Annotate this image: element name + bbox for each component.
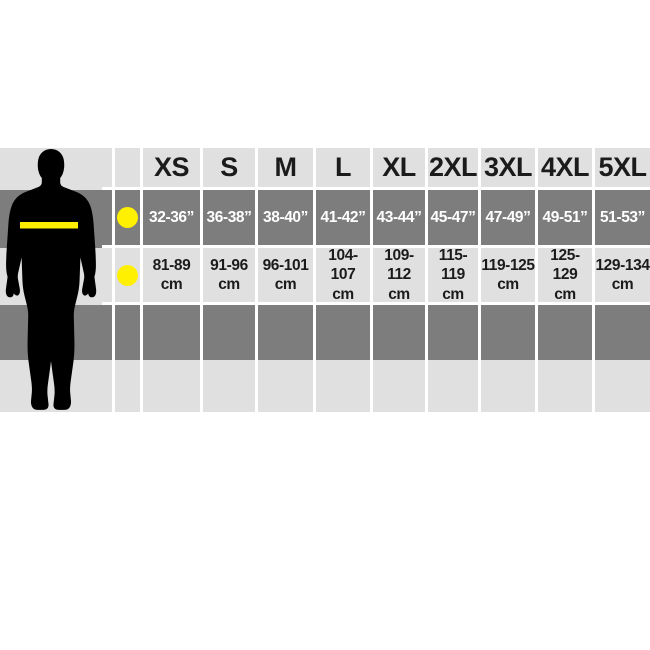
chest-cm-xl-unit: cm (388, 285, 410, 303)
chest-cm-3xl-unit: cm (497, 276, 519, 293)
chest-cm-5xl-unit: cm (611, 276, 634, 293)
chest-cm-m-unit: cm (274, 276, 297, 293)
chest-cm-3xl: 119-125 cm (481, 248, 535, 302)
chest-cm-3xl-value: 119-125 (481, 256, 535, 274)
col-separator-3 (255, 148, 258, 412)
chest-measure-line (20, 222, 78, 229)
chest-cm-xs-unit: cm (160, 276, 183, 293)
chest-cm-l-value: 104-107 (328, 246, 358, 284)
chest-cm-4xl: 125-129 cm (538, 246, 592, 303)
yellow-dot-icon (117, 207, 138, 228)
chest-cm-5xl: 129-134 cm (595, 248, 650, 302)
size-header-4xl: 4XL (540, 152, 590, 182)
row-marker-cm (115, 248, 140, 302)
chest-inches-xl: 43-44” (376, 208, 422, 226)
col-separator-2 (200, 148, 203, 412)
chest-cm-s-unit: cm (218, 276, 240, 293)
chest-inches-m: 38-40” (263, 208, 308, 226)
chest-cm-m-value: 96-101 (262, 256, 309, 274)
size-header-3xl: 3XL (483, 152, 533, 182)
size-header-l: L (335, 152, 352, 182)
stripe-dark-2 (0, 305, 650, 360)
size-header-2xl: 2XL (428, 152, 478, 182)
stripe-dark-1 (0, 190, 650, 248)
chest-cm-4xl-value: 125-129 (550, 246, 580, 284)
col-separator-0 (112, 148, 115, 412)
size-header-xs: XS (153, 152, 190, 182)
chest-cm-l: 104-107 cm (316, 246, 370, 303)
male-silhouette (0, 148, 102, 412)
stripe-light-3 (0, 360, 650, 412)
chest-inches-l: 41-42” (320, 208, 366, 226)
chest-inches-3xl: 47-49” (485, 208, 531, 226)
stripe-background (0, 148, 650, 412)
yellow-dot-icon (117, 264, 138, 286)
chest-inches-xs: 32-36” (149, 208, 194, 226)
silhouette-body (5, 149, 97, 410)
row-separator-bottom (102, 302, 650, 305)
size-header-5xl: 5XL (598, 152, 647, 182)
size-header-s: S (220, 152, 238, 182)
col-separator-9 (592, 148, 595, 412)
chest-cm-s-value: 91-96 (210, 256, 248, 274)
stripe-light-2 (0, 248, 650, 305)
col-separator-4 (313, 148, 316, 412)
row-separator-top (102, 187, 650, 190)
chest-cm-xs: 81-89 cm (143, 248, 200, 302)
row-marker-inches (115, 190, 140, 245)
chest-cm-5xl-value: 129-134 (595, 256, 650, 274)
col-separator-6 (425, 148, 428, 412)
size-header-m: M (274, 152, 298, 182)
chest-cm-2xl-value: 115-119 (438, 246, 468, 284)
col-separator-7 (478, 148, 481, 412)
size-table: XS S M L XL 2XL 3XL 4XL 5XL 32-36” 36-38… (102, 148, 650, 412)
chest-inches-5xl: 51-53” (600, 208, 645, 226)
chest-cm-s: 91-96 cm (203, 248, 255, 302)
size-header-xl: XL (382, 152, 416, 182)
chest-inches-s: 36-38” (206, 208, 252, 226)
chest-cm-xs-value: 81-89 (152, 256, 191, 274)
stripe-light-1 (0, 148, 650, 190)
chest-inches-4xl: 49-51” (542, 208, 588, 226)
chest-cm-l-unit: cm (332, 285, 354, 303)
col-separator-5 (370, 148, 373, 412)
chest-cm-xl-value: 109-112 (384, 246, 414, 284)
chest-cm-2xl-unit: cm (442, 285, 464, 303)
col-separator-8 (535, 148, 538, 412)
chest-cm-m: 96-101 cm (258, 248, 313, 302)
chest-inches-2xl: 45-47” (430, 208, 476, 226)
chest-cm-4xl-unit: cm (554, 285, 576, 303)
chest-cm-2xl: 115-119 cm (428, 246, 478, 303)
chest-cm-xl: 109-112 cm (373, 246, 425, 303)
col-separator-1 (140, 148, 143, 412)
row-separator-mid (102, 245, 650, 248)
